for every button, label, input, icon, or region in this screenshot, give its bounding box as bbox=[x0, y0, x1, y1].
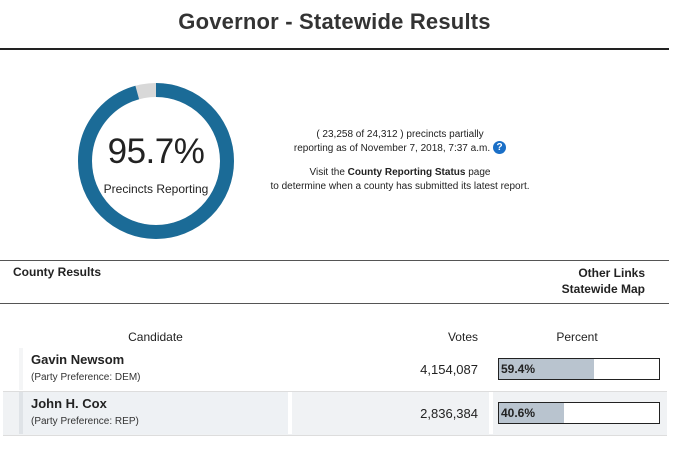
question-icon[interactable]: ? bbox=[493, 141, 507, 154]
reporting-label: Precincts Reporting bbox=[103, 182, 209, 196]
results-table: Candidate Votes Percent Gavin Newsom (Pa… bbox=[3, 324, 667, 436]
as-of-text: reporting as of November 7, 2018, 7:37 a… bbox=[293, 143, 491, 155]
table-row: Gavin Newsom (Party Preference: DEM) 4,1… bbox=[3, 348, 667, 392]
candidate-name: John H. Cox bbox=[31, 396, 107, 411]
percent-label: 40.6% bbox=[501, 406, 536, 420]
page-title: Governor - Statewide Results bbox=[0, 0, 669, 50]
reporting-ring bbox=[78, 83, 234, 239]
vote-count: 4,154,087 bbox=[420, 362, 478, 377]
table-header: Candidate Votes Percent bbox=[3, 324, 667, 348]
candidate-cell: John H. Cox (Party Preference: REP) bbox=[23, 392, 288, 434]
percent-bar: 59.4% bbox=[498, 358, 660, 380]
reporting-percent: 95.7% bbox=[107, 132, 205, 171]
county-reporting-status-link[interactable]: County Reporting Status bbox=[347, 167, 466, 179]
visit-line: Visit the County Reporting Status page bbox=[250, 166, 550, 180]
table-row: John H. Cox (Party Preference: REP) 2,83… bbox=[3, 392, 667, 436]
header-percent: Percent bbox=[556, 330, 598, 344]
other-links: Other Links Statewide Map bbox=[562, 265, 645, 297]
percent-bar: 40.6% bbox=[498, 402, 660, 424]
precincts-reporting-gauge: 95.7% Precincts Reporting bbox=[77, 82, 235, 240]
ring-fill bbox=[78, 83, 234, 239]
precinct-count-text: ( 23,258 of 24,312 ) precincts partially bbox=[316, 129, 484, 140]
statewide-map-link[interactable]: Statewide Map bbox=[561, 282, 645, 296]
percent-label: 59.4% bbox=[501, 362, 536, 376]
reporting-status: ( 23,258 of 24,312 ) precincts partially… bbox=[250, 128, 550, 194]
percent-bar-fill bbox=[499, 403, 564, 423]
party-preference: (Party Preference: DEM) bbox=[31, 372, 141, 383]
as-of-line: reporting as of November 7, 2018, 7:37 a… bbox=[250, 141, 550, 156]
visit-prefix: Visit the bbox=[309, 167, 348, 179]
candidate-cell: Gavin Newsom (Party Preference: DEM) bbox=[23, 348, 288, 390]
visit-suffix: page bbox=[465, 167, 491, 179]
header-votes: Votes bbox=[447, 330, 478, 344]
header-candidate: Candidate bbox=[128, 330, 183, 344]
percent-bar-fill bbox=[499, 359, 595, 379]
vote-count: 2,836,384 bbox=[420, 406, 478, 421]
visit-explanation: to determine when a county has submitted… bbox=[270, 181, 530, 193]
other-links-heading: Other Links bbox=[578, 266, 645, 280]
section-bar: County Results Other Links Statewide Map bbox=[0, 260, 669, 304]
county-results-link[interactable]: County Results bbox=[13, 265, 102, 279]
party-preference: (Party Preference: REP) bbox=[31, 416, 139, 427]
candidate-name: Gavin Newsom bbox=[31, 352, 125, 367]
